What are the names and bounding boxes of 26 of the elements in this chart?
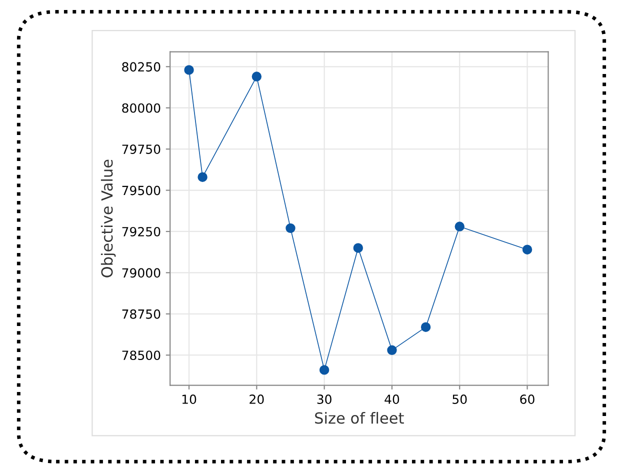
x-tick-label: 50 xyxy=(452,394,467,404)
y-tick-label: 80000 xyxy=(122,103,160,113)
x-tick-label: 20 xyxy=(250,394,264,404)
y-axis-title: Objective Value xyxy=(100,160,116,278)
point xyxy=(252,72,262,82)
point xyxy=(454,222,464,232)
x-tick-label: 60 xyxy=(520,394,534,404)
point xyxy=(184,65,194,75)
point xyxy=(353,243,364,253)
y-tick-label: 79750 xyxy=(122,144,160,154)
y-tick-label: 78750 xyxy=(122,309,160,319)
x-tick-label: 10 xyxy=(182,394,196,404)
point xyxy=(286,223,296,234)
point xyxy=(522,244,532,254)
x-tick-label: 30 xyxy=(317,394,332,404)
point xyxy=(319,365,330,375)
y-tick-label: 78500 xyxy=(122,350,160,360)
y-tick-label: 79250 xyxy=(122,226,160,236)
point xyxy=(387,345,397,356)
y-tick-label: 79500 xyxy=(122,186,160,196)
point xyxy=(420,322,431,332)
x-axis-title: Size of fleet xyxy=(315,412,404,424)
y-tick-label: 80250 xyxy=(122,62,160,72)
point xyxy=(198,172,208,182)
y-tick-label: 79000 xyxy=(122,268,160,278)
x-tick-label: 40 xyxy=(384,394,400,404)
